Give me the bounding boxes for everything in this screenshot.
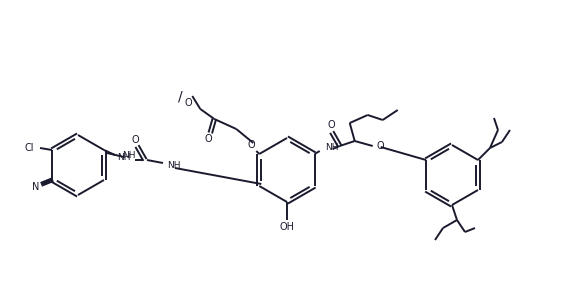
Text: NH: NH [325,143,338,152]
Text: O: O [131,135,139,145]
Text: O: O [184,98,192,108]
Text: O: O [248,140,255,150]
Text: N: N [32,182,39,192]
Text: NH: NH [122,150,136,160]
Text: NH: NH [167,162,180,170]
Text: O: O [328,120,336,130]
Text: O: O [205,134,212,144]
Text: NH: NH [117,152,130,162]
Text: Cl: Cl [24,143,34,153]
Text: /: / [178,90,183,104]
Text: OH: OH [280,222,294,232]
Text: O: O [377,141,384,151]
